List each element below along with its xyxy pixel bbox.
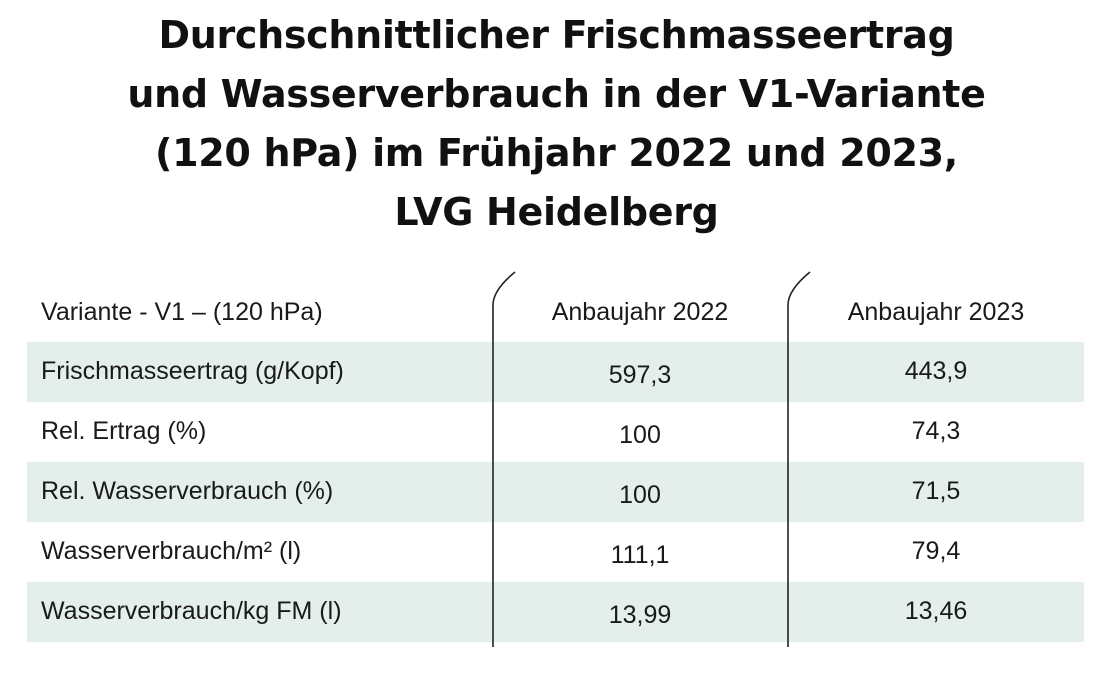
title-line-3: (120 hPa) im Frühjahr 2022 und 2023,	[155, 131, 958, 175]
title-line-1: Durchschnittlicher Frischmasseertrag	[158, 13, 955, 57]
row-2022-cell: 100	[619, 421, 661, 449]
row-2023-cell: 443,9	[904, 357, 968, 385]
header-2023-cell: Anbaujahr 2023	[847, 298, 1025, 326]
row-2023-cell: 79,4	[911, 537, 961, 565]
title-line-4: LVG Heidelberg	[394, 190, 719, 234]
row-label-cell: Wasserverbrauch/m² (l)	[41, 537, 302, 565]
row-2022-cell: 111,1	[610, 541, 670, 569]
table-row: Wasserverbrauch/m² (l) 111,1 79,4	[27, 522, 1084, 582]
header-label-cell: Variante - V1 – (120 hPa)	[41, 298, 323, 326]
page-title: Durchschnittlicher Frischmasseertrag und…	[0, 6, 1113, 242]
row-label-cell: Wasserverbrauch/kg FM (l)	[41, 597, 342, 625]
table-row: Rel. Ertrag (%) 100 74,3	[27, 402, 1084, 462]
title-line-2: und Wasserverbrauch in der V1-Variante	[127, 72, 986, 116]
row-label-cell: Rel. Ertrag (%)	[41, 417, 207, 445]
table-row: Frischmasseertrag (g/Kopf) 597,3 443,9	[27, 342, 1084, 402]
table-row: Wasserverbrauch/kg FM (l) 13,99 13,46	[27, 582, 1084, 642]
row-2022-cell: 597,3	[608, 361, 672, 389]
row-2023-cell: 71,5	[911, 477, 961, 505]
row-2023-cell: 13,46	[904, 597, 968, 625]
row-2022-cell: 13,99	[608, 601, 672, 629]
table-header-row: Variante - V1 – (120 hPa) Anbaujahr 2022…	[27, 282, 1084, 342]
data-table: Variante - V1 – (120 hPa) Anbaujahr 2022…	[27, 282, 1084, 642]
row-label-cell: Frischmasseertrag (g/Kopf)	[41, 357, 344, 385]
row-label-cell: Rel. Wasserverbrauch (%)	[41, 477, 334, 505]
row-2022-cell: 100	[619, 481, 661, 509]
table-row: Rel. Wasserverbrauch (%) 100 71,5	[27, 462, 1084, 522]
header-2022-cell: Anbaujahr 2022	[551, 298, 729, 326]
row-2023-cell: 74,3	[911, 417, 961, 445]
